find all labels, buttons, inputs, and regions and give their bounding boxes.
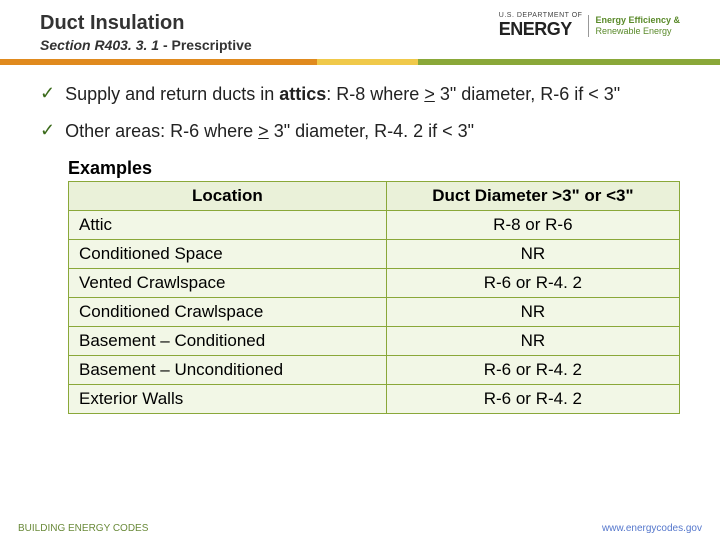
cell-location: Basement – Unconditioned [69,355,387,384]
logo-subtext: Energy Efficiency & Renewable Energy [588,15,680,37]
bullet-text: Other areas: R-6 where > 3" diameter, R-… [65,120,680,143]
bullet-item: ✓ Supply and return ducts in attics: R-8 … [40,83,680,106]
bullet-text: Supply and return ducts in attics: R-8 w… [65,83,680,106]
section-code: Section R403. 3. 1 [40,37,159,53]
bullet-item: ✓ Other areas: R-6 where > 3" diameter, R… [40,120,680,143]
cell-location: Conditioned Crawlspace [69,297,387,326]
table-row: Vented CrawlspaceR-6 or R-4. 2 [69,268,680,297]
footer-link[interactable]: www.energycodes.gov [602,523,702,534]
table-body: AtticR-8 or R-6Conditioned SpaceNRVented… [69,210,680,413]
content: ✓ Supply and return ducts in attics: R-8 … [0,65,720,414]
cell-location: Exterior Walls [69,384,387,413]
cell-value: R-6 or R-4. 2 [386,355,679,384]
footer-left: BUILDING ENERGY CODES [18,523,148,534]
cell-value: NR [386,239,679,268]
logo-text: U.S. DEPARTMENT OF ENERGY [499,12,583,40]
header: Duct Insulation Section R403. 3. 1 - Pre… [0,0,720,59]
logo-sub2: Renewable Energy [595,26,680,37]
logo-sub1: Energy Efficiency & [595,15,680,26]
cell-value: R-8 or R-6 [386,210,679,239]
table-row: AtticR-8 or R-6 [69,210,680,239]
page-subtitle: Section R403. 3. 1 - Prescriptive [40,37,499,53]
section-suffix: - Prescriptive [159,37,252,53]
cell-location: Attic [69,210,387,239]
check-icon: ✓ [40,120,55,142]
table-row: Exterior WallsR-6 or R-4. 2 [69,384,680,413]
cell-location: Basement – Conditioned [69,326,387,355]
cell-value: R-6 or R-4. 2 [386,268,679,297]
header-left: Duct Insulation Section R403. 3. 1 - Pre… [40,12,499,53]
col-diameter: Duct Diameter >3" or <3" [386,181,679,210]
check-icon: ✓ [40,83,55,105]
cell-value: R-6 or R-4. 2 [386,384,679,413]
cell-location: Conditioned Space [69,239,387,268]
page-title: Duct Insulation [40,12,499,35]
bar-yellow [317,59,418,65]
bar-green [418,59,720,65]
cell-value: NR [386,297,679,326]
energy-logo: U.S. DEPARTMENT OF ENERGY Energy Efficie… [499,12,680,40]
bullet-list: ✓ Supply and return ducts in attics: R-8 … [40,83,680,144]
logo-dept: U.S. DEPARTMENT OF [499,12,583,19]
table-header-row: Location Duct Diameter >3" or <3" [69,181,680,210]
table-row: Conditioned SpaceNR [69,239,680,268]
cell-location: Vented Crawlspace [69,268,387,297]
bar-orange [0,59,317,65]
accent-bar [0,59,720,65]
table-row: Basement – UnconditionedR-6 or R-4. 2 [69,355,680,384]
table-row: Conditioned CrawlspaceNR [69,297,680,326]
table-row: Basement – ConditionedNR [69,326,680,355]
examples-label: Examples [68,158,680,179]
footer: BUILDING ENERGY CODES www.energycodes.go… [0,523,720,534]
logo-energy-word: ENERGY [499,19,583,40]
examples-table: Location Duct Diameter >3" or <3" AtticR… [68,181,680,414]
col-location: Location [69,181,387,210]
cell-value: NR [386,326,679,355]
